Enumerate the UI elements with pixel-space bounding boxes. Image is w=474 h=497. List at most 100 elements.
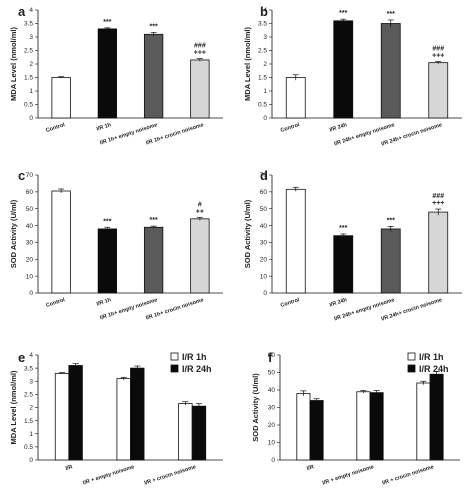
bar-d-0 [285,188,306,294]
y-tick-label-f: 30 [268,405,276,412]
bar-a-2 [143,33,164,119]
bar-e-s1-0 [68,365,83,461]
panel-letter-d: d [260,168,268,183]
x-tick-label-e-0: I/R [65,464,74,472]
y-axis-label-e: MDA Level (nmol/ml) [9,370,18,444]
y-tick-label-d: 0 [263,290,267,297]
y-tick-label-e: 4 [29,352,33,359]
bar-c-3 [190,218,210,294]
significance-label-b-3: ### [432,46,444,53]
bar-f-s0-0 [296,393,311,461]
x-tick-label-a-0: Control [45,122,66,134]
legend-swatch-e-0 [170,352,179,361]
x-tick-label-b-0: Control [280,122,301,134]
y-tick-label-f: 10 [268,440,276,447]
y-tick-label-a: 0 [29,115,33,122]
y-axis-label-d: SOD Activity (U/ml) [243,199,252,268]
bar-c-0 [51,190,71,294]
bar-f-s1-2 [429,373,444,461]
y-tick-label-e: 1 [29,431,33,438]
bar-f-s1-1 [369,392,384,461]
significance-label-d-2: *** [387,217,395,224]
panel-letter-e: e [18,350,25,365]
y-tick-label-a: 1.5 [24,75,33,82]
y-tick-label-c: 50 [26,206,34,213]
significance-label-a-3: +++ [194,50,206,57]
panel-letter-b: b [260,4,268,19]
bar-d-3 [428,211,449,294]
bar-e-s0-0 [54,372,70,461]
significance-label-c-3: ++ [196,208,204,215]
bar-f-s0-1 [356,391,371,461]
bar-e-s0-1 [116,378,131,461]
significance-label-d-3: +++ [432,200,444,207]
significance-label-c-1: *** [103,218,111,225]
y-tick-label-d: 30 [260,240,268,247]
significance-label-a-2: *** [150,23,158,30]
y-tick-label-e: 2.5 [24,392,33,399]
y-tick-label-b: 0 [263,115,267,122]
bar-b-0 [285,77,306,119]
x-tick-label-f-2: I/R + crocin noisome [381,464,434,486]
significance-label-a-3: ### [194,43,206,50]
x-tick-label-f-1: I/R + empty noisome [322,464,375,486]
y-tick-label-e: 0.5 [24,444,33,451]
y-tick-label-d: 40 [260,223,268,230]
significance-label-b-3: +++ [432,53,444,60]
significance-label-c-2: *** [150,217,158,224]
y-tick-label-c: 60 [26,189,34,196]
y-tick-label-e: 1.5 [24,418,33,425]
y-axis-label-f: SOD Activity (U/ml) [251,373,260,442]
y-tick-label-a: 2.5 [24,48,33,55]
significance-label-c-3: # [198,201,202,208]
y-tick-label-c: 10 [26,273,34,280]
significance-label-b-1: *** [339,10,347,17]
bar-b-3 [428,62,449,119]
y-tick-label-c: 20 [26,256,34,263]
y-tick-label-f: 60 [268,352,276,359]
x-tick-label-e-1: I/R + empty noisome [82,464,135,486]
x-tick-label-c-0: Control [45,297,66,309]
bar-a-1 [97,28,118,119]
significance-label-d-3: ### [432,193,444,200]
x-tick-label-a-1: I/R 1h [96,122,113,133]
panel-a: a 0 0.5 1 1.5 2 2.5 3 3.5 4 MDA Level (nmol/ml) ***… [9,4,223,147]
y-tick-label-d: 60 [260,189,268,196]
y-tick-label-d: 20 [260,256,268,263]
y-tick-label-b: 0.5 [258,102,267,109]
panel-d: d 0 10 20 30 40 50 60 70 SOD Activity (U/ml) *** **… [243,168,462,323]
legend-swatch-f-1 [407,364,416,373]
y-tick-label-a: 4 [29,7,33,14]
bar-e-s0-2 [178,403,193,461]
y-tick-label-c: 30 [26,240,34,247]
x-tick-label-d-1: I/R 24h [329,297,349,308]
y-tick-label-e: 2 [29,405,33,412]
y-tick-label-e: 3.5 [24,365,33,372]
legend-label-e-1: I/R 24h [182,364,212,374]
y-tick-label-a: 1 [29,88,33,95]
bar-c-2 [143,226,164,294]
panel-e: e 0 0.5 1 1.5 2 2.5 3 3.5 4 MDA Level (nmol/ml) I/R… [9,350,223,487]
panel-b: b 0 0.5 1 1.5 2 2.5 3 3.5 4 MDA Level (nmol/ml) ***… [243,4,462,148]
x-tick-label-b-1: I/R 24h [329,122,349,133]
bar-a-3 [190,59,210,119]
y-tick-label-a: 0.5 [24,102,33,109]
significance-label-a-1: *** [103,19,111,26]
y-tick-label-e: 3 [29,378,33,385]
significance-label-b-2: *** [387,11,395,18]
bar-b-1 [333,20,354,119]
y-tick-label-d: 50 [260,206,268,213]
panel-letter-a: a [18,4,26,19]
y-tick-label-b: 1 [263,88,267,95]
y-tick-label-a: 3 [29,34,33,41]
y-tick-label-b: 2 [263,61,267,68]
y-axis-label-b: MDA Level (nmol/ml) [243,27,252,101]
x-tick-label-f-0: I/R [306,464,315,472]
bar-c-1 [97,228,118,294]
y-tick-label-f: 0 [271,457,275,464]
x-tick-label-c-1: I/R 1h [96,297,113,308]
y-tick-label-c: 70 [26,172,34,179]
y-tick-label-f: 40 [268,387,276,394]
legend-label-f-0: I/R 1h [419,352,444,362]
panel-letter-c: c [18,168,25,183]
